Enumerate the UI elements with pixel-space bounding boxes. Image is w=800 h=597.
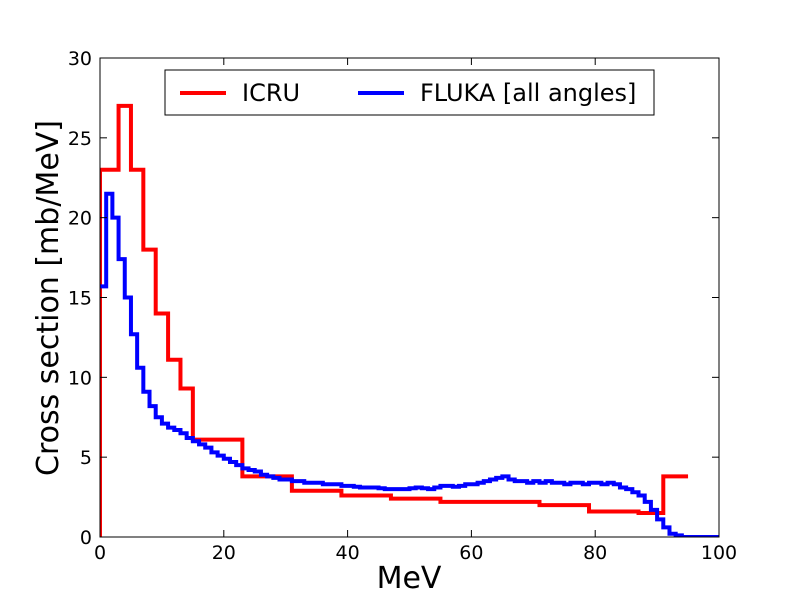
legend-box — [164, 69, 655, 116]
legend: ICRU FLUKA [all angles] — [164, 69, 655, 116]
x-tick-label: 40 — [336, 542, 360, 564]
series-line-1 — [100, 191, 719, 537]
series-layer — [100, 103, 719, 537]
ticks: 0 20 40 60 80 100 0 5 10 15 20 25 30 — [68, 48, 737, 564]
y-tick-label: 30 — [68, 48, 92, 70]
x-tick-label: 0 — [94, 542, 106, 564]
series-line-0 — [100, 103, 689, 537]
plot-border — [99, 57, 720, 538]
legend-label-1: FLUKA [all angles] — [420, 79, 636, 107]
x-tick-label: 80 — [583, 542, 607, 564]
y-tick-label: 5 — [80, 447, 92, 469]
y-axis-title: Cross section [mb/MeV] — [31, 120, 66, 476]
y-tick-label: 0 — [80, 527, 92, 549]
legend-label-0: ICRU — [242, 79, 300, 107]
x-tick-label: 60 — [459, 542, 483, 564]
x-tick-label: 20 — [212, 542, 236, 564]
x-tick-label: 100 — [701, 542, 737, 564]
y-tick-label: 15 — [68, 288, 92, 310]
series-0 — [100, 103, 689, 537]
y-tick-label: 10 — [68, 367, 92, 389]
x-axis-title: MeV — [377, 561, 442, 596]
series-1 — [100, 191, 719, 537]
plot-frame — [99, 57, 720, 538]
y-tick-label: 25 — [68, 128, 92, 150]
y-tick-label: 20 — [68, 208, 92, 230]
